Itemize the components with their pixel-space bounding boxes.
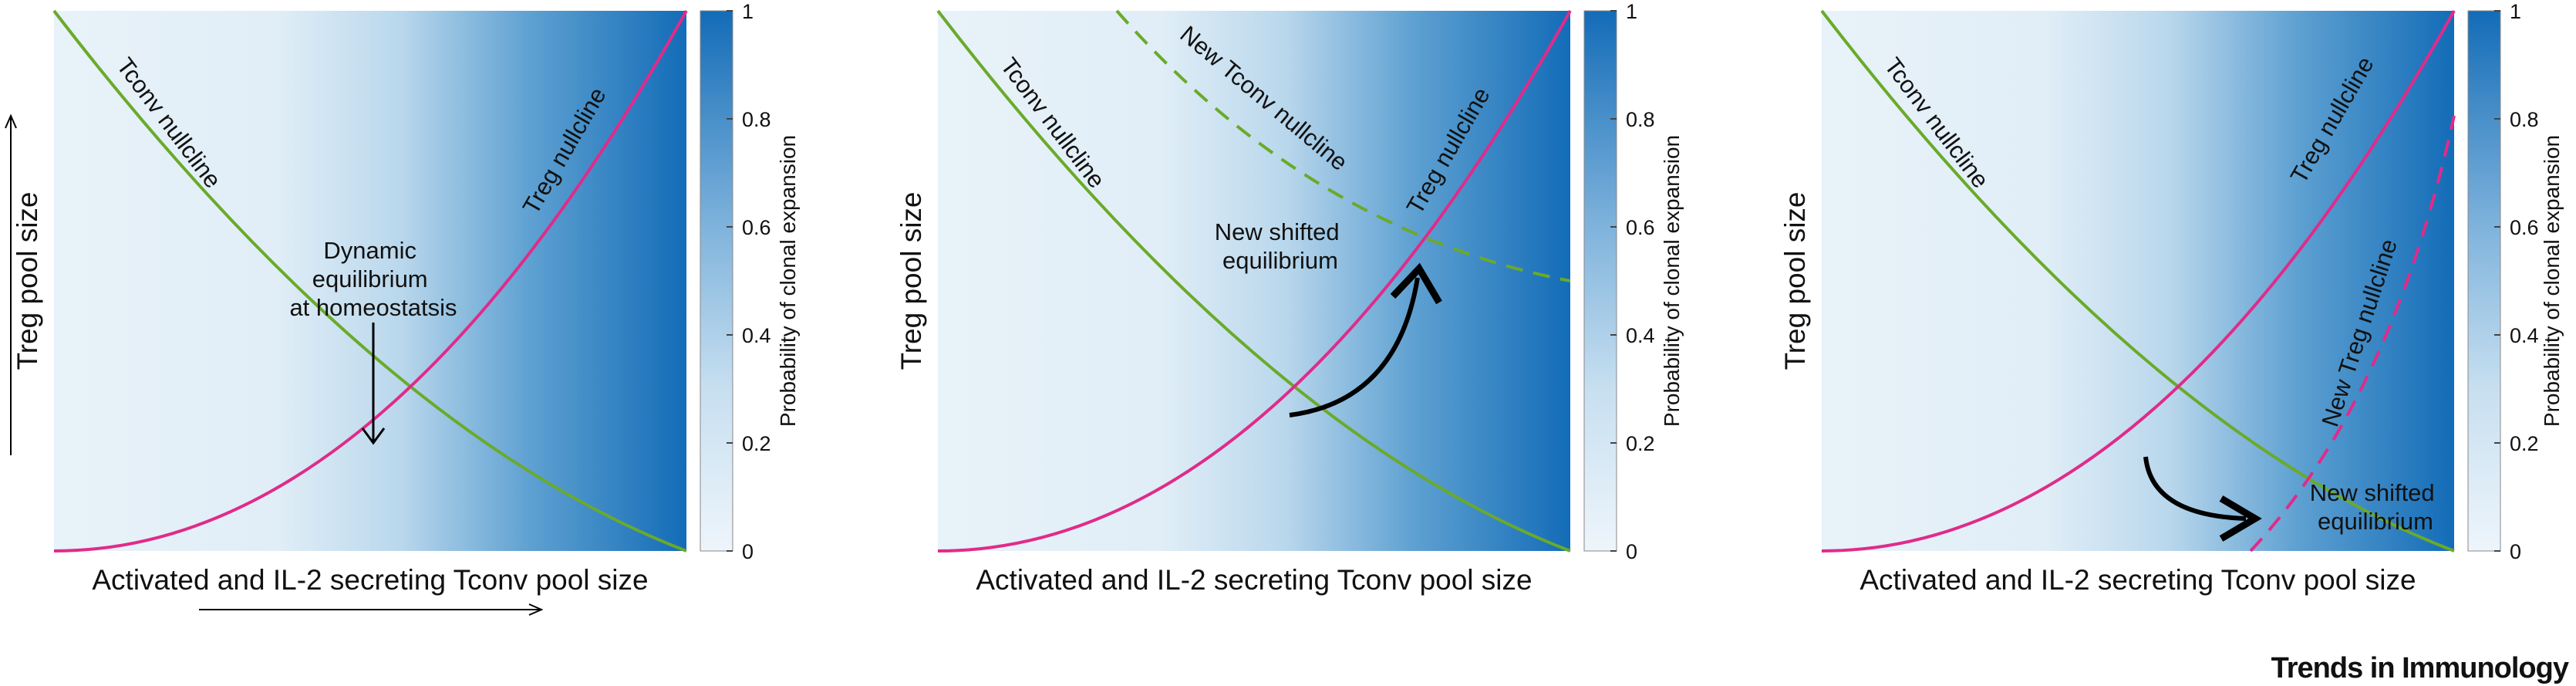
colorbar-tick: 1 xyxy=(2510,0,2521,23)
colorbar-tick: 1 xyxy=(1626,0,1637,23)
x-axis-arrow-icon xyxy=(199,603,544,616)
y-axis-label-2: Treg pool size xyxy=(895,191,927,370)
colorbar-tick: 0.2 xyxy=(2510,432,2539,455)
panel-1: Tconv nullcline Treg nullcline Dynamic e… xyxy=(5,0,800,616)
colorbar-3: 0 0.2 0.4 0.6 0.8 1 Probability of clona… xyxy=(2467,0,2564,563)
colorbar-tick: 0 xyxy=(2510,540,2521,563)
colorbar-tick: 0.6 xyxy=(2510,216,2539,239)
equilibrium-annotation-3: New shifted equilibrium xyxy=(2310,479,2442,535)
tconv-nullcline-2 xyxy=(936,9,1571,553)
equilibrium-annotation-1: Dynamic equilibrium at homeostatsis xyxy=(289,237,457,321)
x-axis-label-2: Activated and IL-2 secreting Tconv pool … xyxy=(976,564,1532,596)
panel-2: Tconv nullcline Treg nullcline New Tconv… xyxy=(895,0,1684,596)
colorbar-tick: 0.4 xyxy=(2510,324,2539,347)
x-axis-label-3: Activated and IL-2 secreting Tconv pool … xyxy=(1860,564,2416,596)
heatmap-3 xyxy=(1822,11,2454,551)
colorbar-tick: 0.6 xyxy=(1626,216,1655,239)
colorbar-2: 0 0.2 0.4 0.6 0.8 1 Probability of clona… xyxy=(1583,0,1684,563)
colorbar-tick: 0.4 xyxy=(1626,324,1655,347)
colorbar-tick: 0 xyxy=(1626,540,1637,563)
colorbar-tick: 0.8 xyxy=(742,108,771,131)
tconv-nullcline-3 xyxy=(1820,9,2455,553)
colorbar-tick: 0.4 xyxy=(742,324,771,347)
treg-nullcline-1 xyxy=(53,10,688,553)
colorbar-tick: 1 xyxy=(742,0,754,23)
colorbar-tick: 0.6 xyxy=(742,216,771,239)
treg-nullcline-2 xyxy=(937,10,1572,553)
colorbar-tick: 0.8 xyxy=(1626,108,1655,131)
y-axis-label-3: Treg pool size xyxy=(1779,191,1811,370)
y-axis-arrow-icon xyxy=(5,113,17,455)
x-axis-label-1: Activated and IL-2 secreting Tconv pool … xyxy=(92,564,648,596)
new-treg-nullcline-3 xyxy=(2249,115,2456,553)
heatmap-1 xyxy=(54,11,686,551)
colorbar-1: 0 0.2 0.4 0.6 0.8 1 Probability of clona… xyxy=(700,0,800,563)
colorbar-tick: 0.8 xyxy=(2510,108,2539,131)
colorbar-label-1: Probability of clonal expansion xyxy=(776,135,800,427)
colorbar-tick: 0.2 xyxy=(1626,432,1655,455)
arrow-down-icon xyxy=(361,323,386,445)
colorbar-tick: 0.2 xyxy=(742,432,771,455)
y-axis-label-1: Treg pool size xyxy=(12,191,43,370)
colorbar-tick: 0 xyxy=(742,540,754,563)
heatmap-2 xyxy=(938,11,1570,551)
treg-nullcline-3 xyxy=(1821,10,2456,553)
curved-arrow-icon xyxy=(2143,456,2262,542)
colorbar-label-3: Probability of clonal expansion xyxy=(2540,135,2564,427)
journal-brand: Trends in Immunology xyxy=(2271,652,2569,684)
equilibrium-annotation-2: New shifted equilibrium xyxy=(1215,218,1347,274)
curved-arrow-icon xyxy=(1289,262,1442,417)
colorbar-label-2: Probability of clonal expansion xyxy=(1660,135,1684,427)
panel-3: Tconv nullcline Treg nullcline New Treg … xyxy=(1779,0,2564,596)
